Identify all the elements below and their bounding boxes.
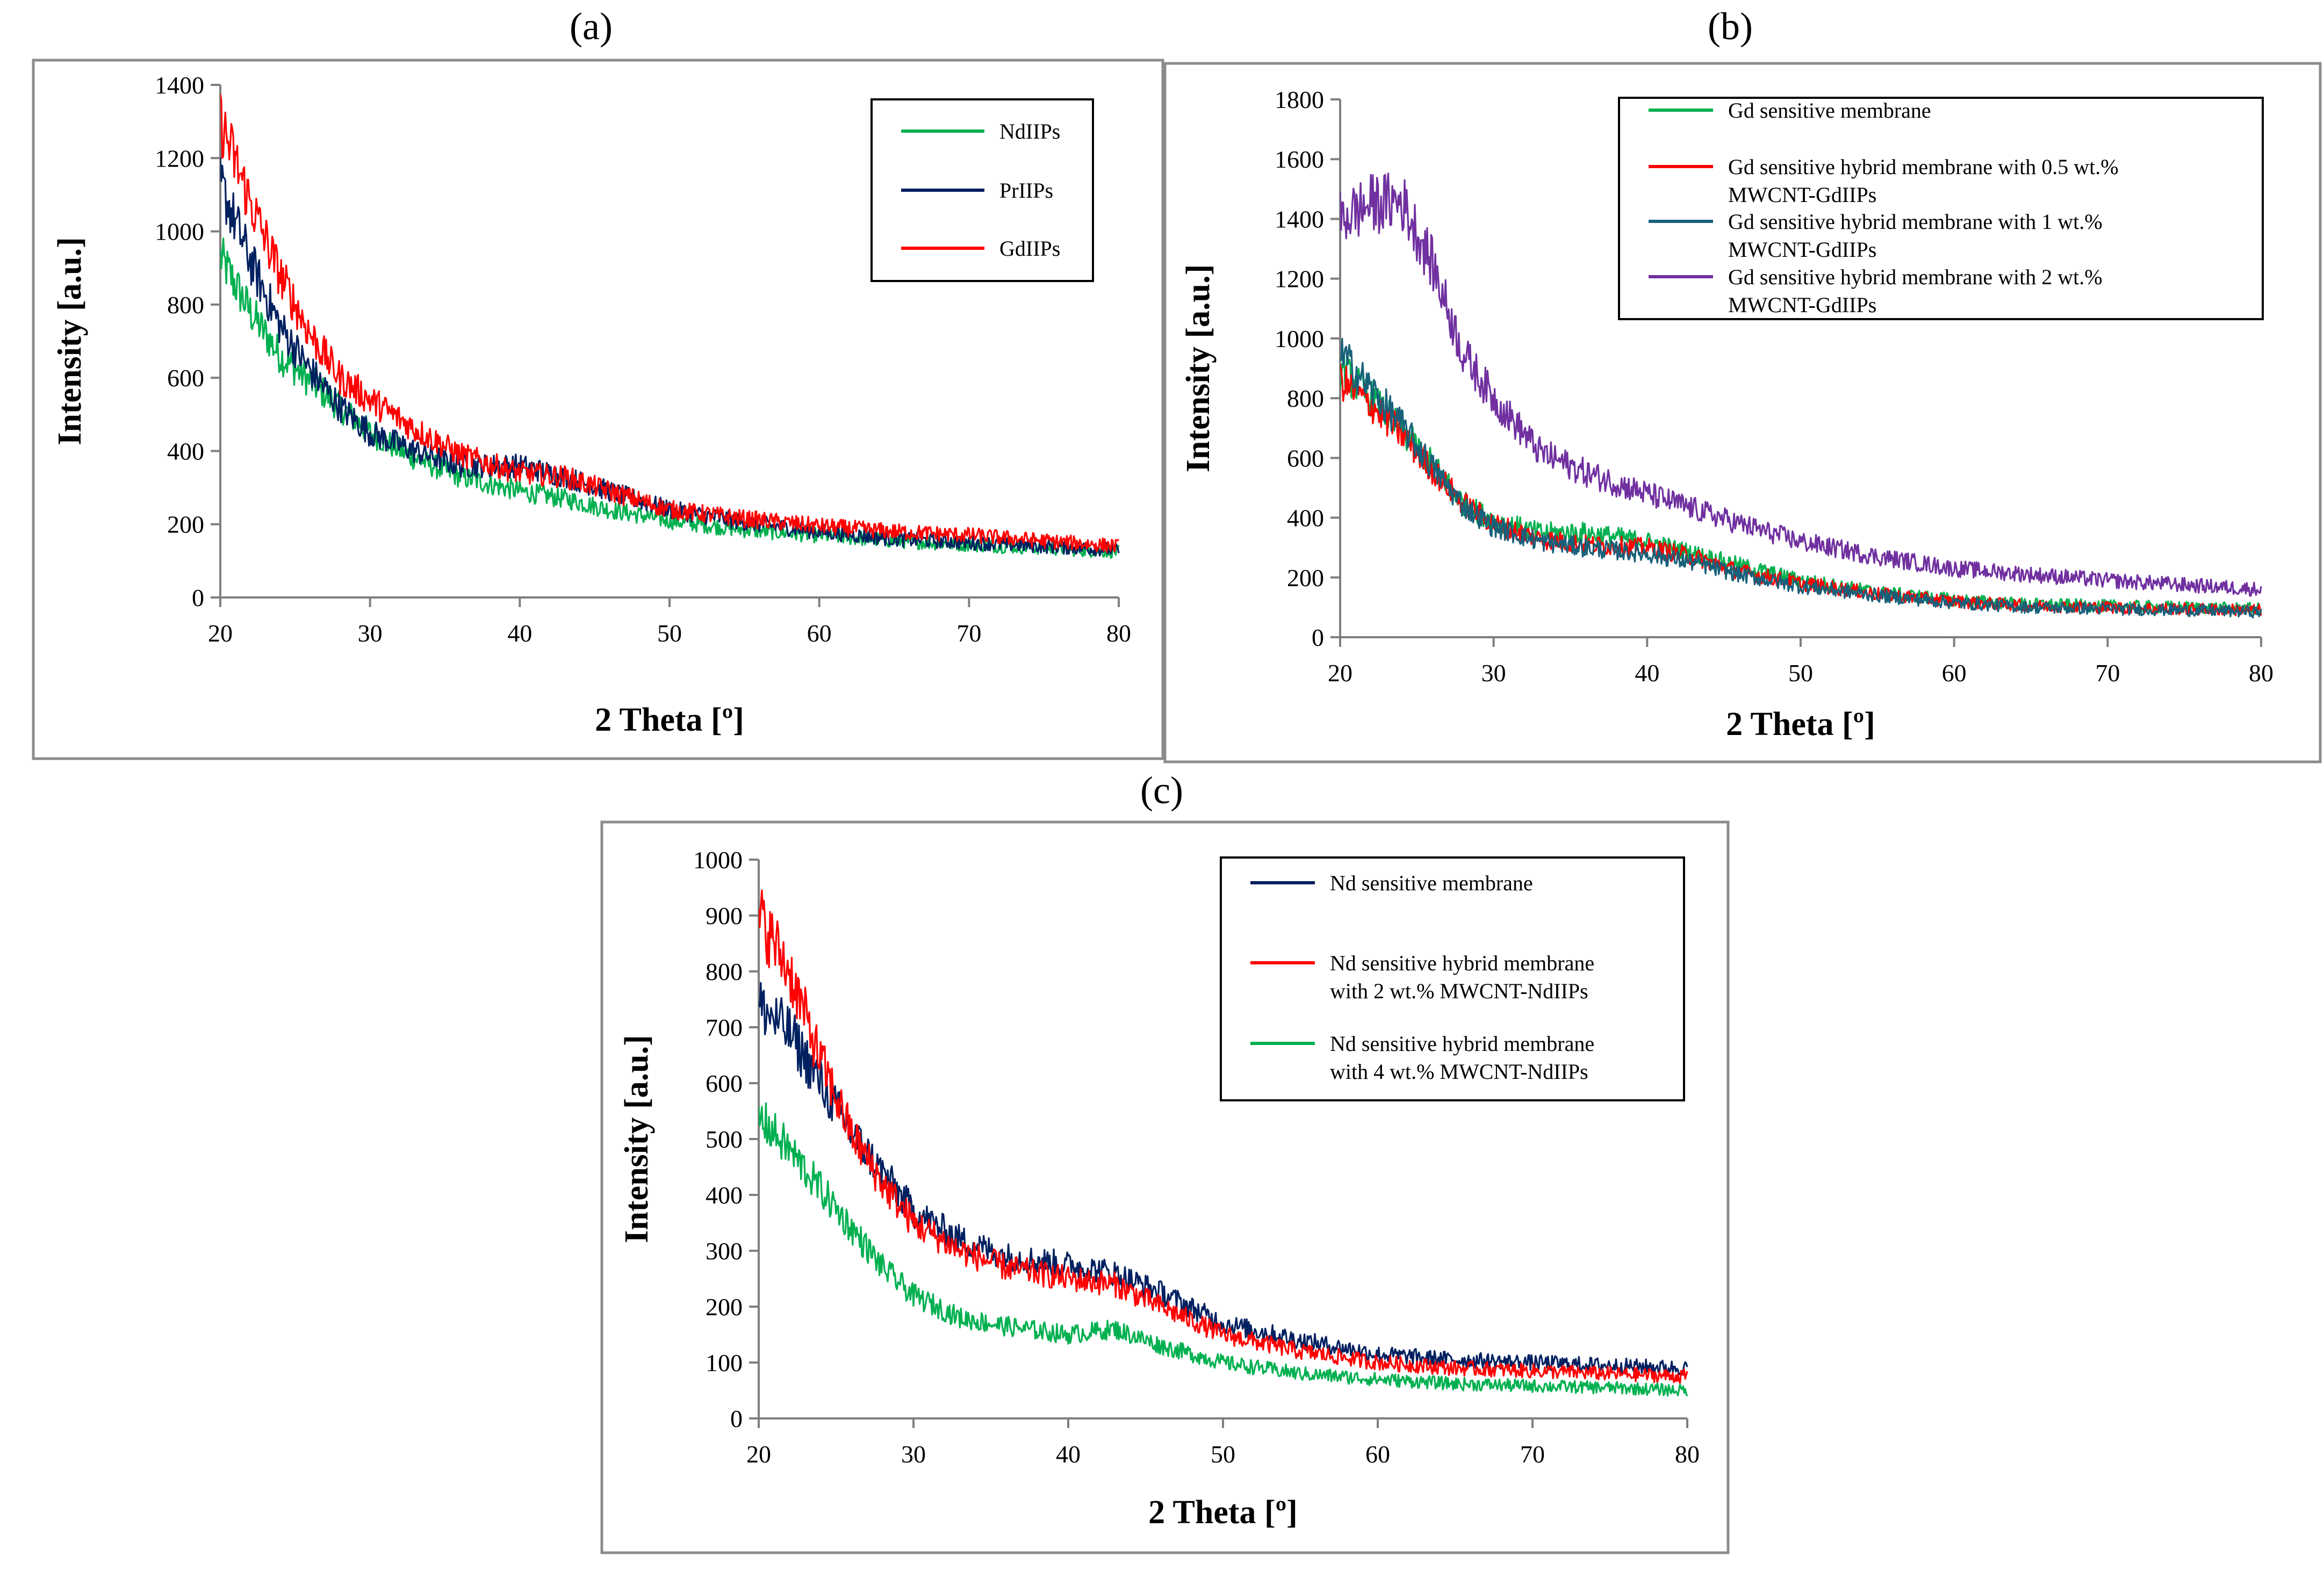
y-tick-label: 300 [706,1237,743,1265]
legend-label: Nd sensitive hybrid membrane [1330,951,1594,975]
legend-label: Gd sensitive hybrid membrane with 2 wt.% [1728,265,2103,289]
x-tick-label: 50 [1788,659,1813,687]
y-tick-label: 400 [167,437,204,465]
y-tick-label: 0 [1312,624,1324,651]
y-tick-label: 1200 [1275,265,1324,293]
y-tick-label: 0 [192,584,204,611]
series-line [759,982,1688,1375]
x-tick-label: 20 [746,1440,771,1468]
legend-label: Gd sensitive hybrid membrane with 1 wt.% [1728,210,2103,234]
x-tick-label: 80 [1675,1440,1700,1468]
y-tick-label: 100 [706,1349,743,1377]
legend-box [1618,97,2264,320]
legend-label: with 2 wt.% MWCNT-NdIIPs [1330,979,1588,1003]
y-tick-label: 1000 [1275,325,1324,352]
x-tick-label: 40 [1056,1440,1081,1468]
y-tick-label: 1800 [1275,86,1324,113]
y-tick-label: 500 [706,1126,743,1153]
y-axis-label: Intensity [a.u.] [52,237,88,445]
series-line [1340,364,2262,616]
y-tick-label: 1600 [1275,146,1324,173]
y-tick-label: 1000 [155,218,204,246]
x-tick-label: 20 [1328,659,1352,687]
chart-b: 0 200 400 600 800 1000 1200 1400 1600 1800 20 30 40 5… [1163,62,2322,763]
x-tick-label: 60 [807,619,832,647]
legend-label: PrIIPs [999,178,1053,203]
series-line [759,889,1688,1384]
y-tick-label: 400 [706,1181,743,1209]
y-tick-label: 600 [167,364,204,392]
y-tick-label: 800 [167,291,204,319]
series-line [220,93,1119,553]
x-axis-label: 2 Theta [º] [595,702,744,738]
x-tick-label: 40 [507,619,532,647]
x-tick-label: 60 [1365,1440,1390,1468]
y-tick-label: 200 [167,511,204,538]
x-tick-label: 50 [657,619,682,647]
legend-label: Gd sensitive hybrid membrane with 0.5 wt… [1728,155,2119,179]
y-tick-label: 800 [706,958,743,985]
legend-label: with 4 wt.% MWCNT-NdIIPs [1330,1060,1588,1084]
chart-c: 0 100 200 300 400 500 600 700 800 900 1000 20 30 40 50… [600,820,1730,1554]
x-tick-label: 40 [1635,659,1659,687]
y-axis-label: Intensity [a.u.] [618,1035,655,1243]
y-tick-label: 600 [1287,444,1324,472]
x-axis-label: 2 Theta [º] [1726,706,1875,743]
legend-label: NdIIPs [999,119,1060,143]
panel-a-label: (a) [570,5,613,48]
panel-b-label: (b) [1708,5,1753,48]
x-tick-label: 30 [901,1440,926,1468]
y-tick-label: 1400 [155,71,204,99]
x-tick-label: 70 [956,619,981,647]
y-tick-label: 200 [706,1293,743,1321]
legend-box [1220,856,1685,1101]
legend-label: MWCNT-GdIIPs [1728,293,1876,317]
legend-label: Nd sensitive hybrid membrane [1330,1032,1594,1056]
series-line [759,1102,1688,1397]
y-tick-label: 900 [706,902,743,929]
x-tick-label: 50 [1211,1440,1235,1468]
y-axis-label: Intensity [a.u.] [1180,264,1217,473]
series-line [220,157,1120,557]
panel-c-label: (c) [1140,769,1183,812]
legend-label: Nd sensitive membrane [1330,871,1533,895]
y-tick-label: 200 [1287,564,1324,592]
x-axis-label: 2 Theta [º] [1148,1494,1298,1531]
y-tick-label: 1000 [693,846,743,874]
series-line [1340,337,2262,618]
x-tick-label: 70 [1520,1440,1545,1468]
series-line [1340,172,2262,597]
legend-label: Gd sensitive membrane [1728,98,1931,122]
x-tick-label: 30 [358,619,383,647]
legend-label: MWCNT-GdIIPs [1728,183,1876,207]
x-tick-label: 60 [1942,659,1967,687]
y-tick-label: 400 [1287,505,1324,532]
y-tick-label: 1400 [1275,205,1324,233]
y-tick-label: 0 [730,1405,743,1432]
x-tick-label: 80 [1106,619,1131,647]
legend-label: MWCNT-GdIIPs [1728,237,1876,262]
y-tick-label: 1200 [155,145,204,172]
x-tick-label: 80 [2249,659,2273,687]
legend-label: GdIIPs [999,236,1060,261]
chart-a: 0 200 400 600 800 1000 1200 1400 20 30 40 50 60 70 80 2… [32,59,1164,760]
x-tick-label: 20 [208,619,233,647]
x-tick-label: 70 [2095,659,2120,687]
x-tick-label: 30 [1481,659,1506,687]
y-tick-label: 800 [1287,385,1324,412]
y-tick-label: 600 [706,1070,743,1097]
y-tick-label: 700 [706,1014,743,1041]
